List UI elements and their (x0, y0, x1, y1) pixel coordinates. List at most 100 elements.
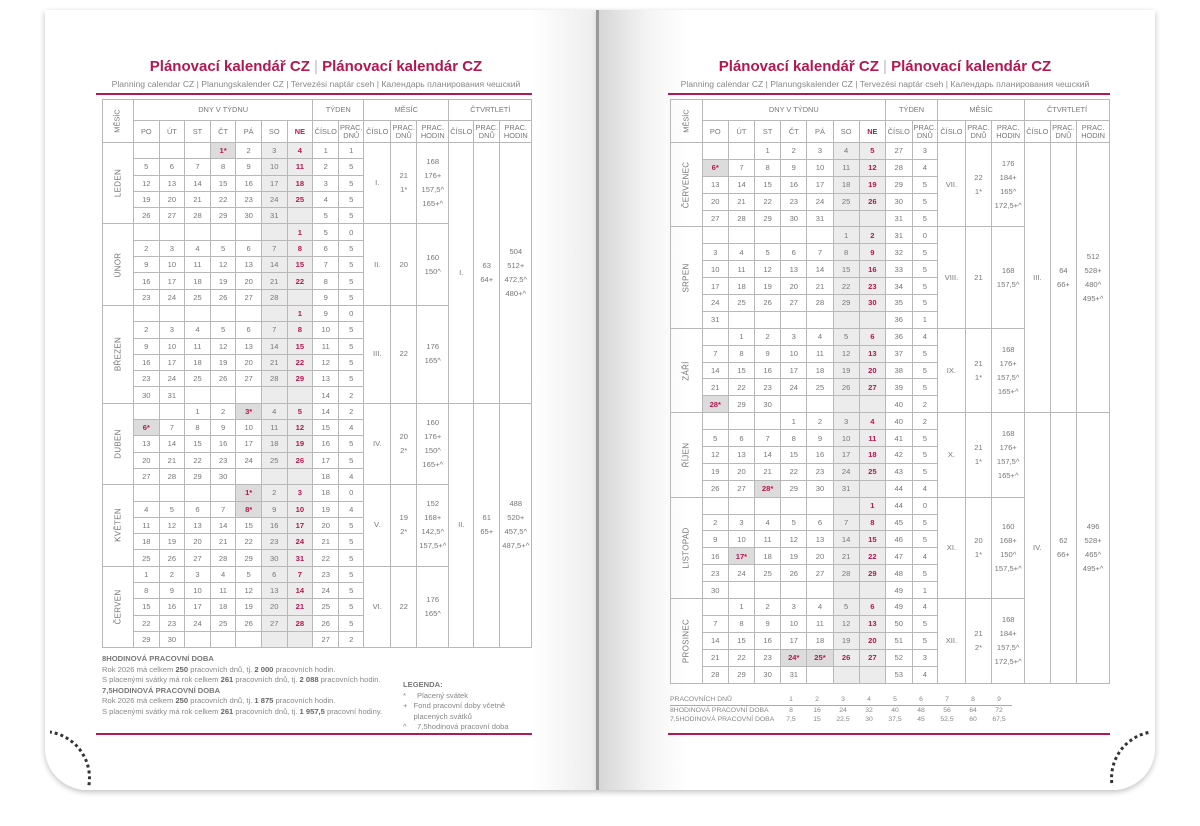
empty-day-cell (209, 304, 237, 323)
day-cell: 6* (701, 158, 729, 177)
week-number: 18 (312, 484, 340, 502)
day-cell: 26 (701, 479, 729, 498)
week-row: ŘÍJEN 1 2 3 4 40 2 X. 21 1* 168 176+ 157,5^ 165+^… (670, 412, 1110, 684)
day-cell: 20 (701, 192, 729, 211)
empty-day-cell (133, 402, 160, 421)
empty-day-cell (832, 310, 860, 329)
day-cell: 3 (260, 141, 288, 160)
day-cell: 7 (701, 344, 729, 363)
week-row: 25 26 27 28 29 30 31 22 5 (103, 549, 532, 567)
day-cell: 26 (158, 549, 186, 567)
reference-value: 7,5 (786, 716, 796, 724)
day-cell: 9 (701, 530, 729, 549)
day-cell: 18 (184, 272, 211, 290)
day-cell: 9 (754, 344, 782, 363)
weekday-header-po: PO (133, 120, 160, 143)
week-number: 49 (884, 598, 913, 616)
week-row: 19 20 21 22 23 24 25 43 5 (671, 462, 1110, 481)
reference-row: 7,5HODINOVÁ PRACOVNÍ DOBA 7,5 15 22,5 30 37,5… (670, 715, 1012, 725)
week-row: 2 3 4 5 6 7 8 45 5 (671, 513, 1110, 532)
day-cell: 8 (754, 158, 782, 177)
empty-day-cell (858, 395, 886, 414)
reference-value: 8 (960, 695, 986, 706)
month-work-hours-header: PRAC. HODIN (416, 120, 450, 143)
day-cell: 17 (780, 631, 808, 650)
reference-row: PRACOVNÍCH DNŮ 1 2 3 4 5 6 7 8 9 (670, 695, 1012, 706)
day-cell: 30 (260, 549, 288, 567)
day-cell: 26 (133, 207, 160, 225)
quarter-number: III. (1024, 141, 1051, 414)
day-cell: 8 (184, 419, 211, 437)
empty-day-cell (260, 386, 288, 404)
quarter-header: ČTVRTLETÍ (448, 99, 533, 121)
week-number: 16 (312, 435, 340, 453)
day-cell: 10 (701, 260, 729, 279)
quarter-work-hours-header: PRAC. HODIN (499, 120, 533, 143)
day-cell: 16 (133, 353, 160, 372)
day-cell: 19 (158, 533, 186, 551)
title-sk: Plánovací kalendár CZ (891, 58, 1052, 75)
empty-day-cell (701, 598, 729, 616)
day-cell: 14 (209, 516, 237, 535)
quarter-number-header: ČÍSLO (1024, 120, 1051, 143)
day-cell: 6 (806, 513, 834, 532)
day-cell: 24 (260, 190, 288, 209)
day-cell: 13 (806, 530, 834, 549)
day-cell: 21 (701, 378, 729, 397)
week-number: 17 (312, 451, 340, 469)
day-cell: 21 (727, 192, 756, 211)
day-cell: 5 (235, 565, 262, 584)
month-number: IV. (363, 402, 392, 486)
day-cell: 23 (209, 451, 237, 469)
month-name: LISTOPAD (681, 527, 691, 569)
week-work-days-header: PRAC. DNŮ (911, 120, 939, 143)
week-number: 14 (312, 402, 340, 421)
day-cell: 30 (780, 209, 808, 228)
day-cell: 17 (184, 598, 211, 616)
quarter-number-header: ČÍSLO (448, 120, 475, 143)
day-cell: 2 (806, 412, 834, 431)
week-row: KVĚTEN 1* 2 3 18 0 V. 19 2* 152 168+ 142,5^ 157,… (102, 484, 532, 567)
day-cell: 5 (209, 321, 237, 339)
month-name-cell: DUBEN (102, 402, 134, 486)
quarter-work-days: 64 66+ (1049, 141, 1078, 414)
week-number: 41 (884, 429, 913, 448)
day-cell: 22 (133, 614, 160, 632)
day-cell: 29 (754, 209, 782, 228)
day-cell: 6 (158, 158, 186, 176)
empty-day-cell (727, 496, 756, 515)
day-cell: 19 (209, 272, 237, 290)
day-cell: 11 (806, 344, 834, 363)
week-work-days: 5 (911, 361, 939, 380)
empty-day-cell (780, 226, 808, 245)
day-cell: 6 (260, 565, 288, 584)
day-cell: 7 (184, 158, 211, 176)
reference-value: 52,5 (940, 716, 954, 724)
day-cell: 13 (260, 582, 288, 600)
day-cell: 11 (754, 530, 782, 549)
day-cell: 24* (780, 648, 808, 667)
day-cell: 5 (780, 513, 808, 532)
empty-day-cell (184, 223, 211, 241)
week-work-days: 4 (911, 479, 939, 498)
week-work-days: 3 (911, 142, 939, 160)
reference-row-label: 7,5HODINOVÁ PRACOVNÍ DOBA (670, 716, 775, 724)
day-cell: 18 (260, 435, 288, 453)
reference-value: 56 (943, 706, 951, 714)
day-cell: 17 (286, 516, 314, 535)
day-cell: 31 (701, 310, 729, 329)
day-cell: 1 (133, 565, 160, 584)
week-row: 13 14 15 16 17 18 19 16 5 (103, 435, 532, 453)
empty-day-cell (780, 496, 808, 515)
day-cell: 2 (158, 565, 186, 584)
day-cell: 18 (858, 446, 886, 464)
month-name-cell: LISTOPAD (670, 496, 703, 600)
day-cell: 10 (235, 419, 262, 437)
day-cell: 26 (832, 378, 860, 397)
day-cell: 21 (158, 451, 186, 469)
day-cell: 3 (701, 243, 729, 262)
subheader-row: PO ÚT ST ČT PÁ SO NE ČÍSLO PRAC. DNŮ ČÍSLO PRAC. D… (671, 120, 1110, 143)
day-cell: 2 (780, 142, 808, 160)
day-cell: 31 (806, 209, 834, 228)
day-cell: 27 (858, 378, 886, 397)
